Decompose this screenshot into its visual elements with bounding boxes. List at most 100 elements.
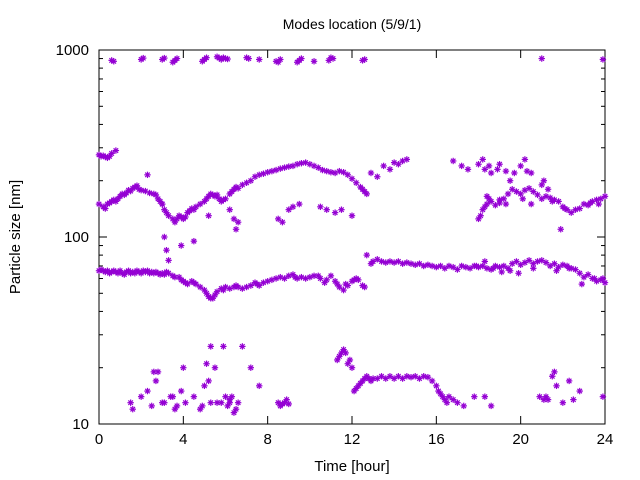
data-point	[496, 196, 503, 204]
data-point	[190, 393, 198, 400]
data-point	[169, 393, 176, 400]
chart-title: Modes location (5/9/1)	[283, 16, 422, 32]
data-point	[374, 173, 381, 180]
data-point	[173, 55, 181, 62]
data-point	[367, 169, 375, 177]
data-point	[534, 191, 541, 199]
data-point	[570, 396, 577, 403]
data-point	[112, 147, 120, 154]
data-point	[399, 260, 406, 267]
data-point	[110, 58, 117, 65]
data-point	[348, 212, 356, 219]
data-point	[199, 402, 206, 410]
data-point	[525, 257, 533, 264]
data-point	[161, 54, 168, 62]
data-point	[327, 169, 335, 176]
data-point	[369, 258, 377, 265]
data-point	[555, 198, 562, 205]
data-point	[127, 399, 134, 406]
data-point	[450, 396, 457, 403]
data-point	[203, 54, 210, 61]
data-point	[178, 387, 185, 395]
data-point	[205, 212, 212, 219]
data-point	[159, 200, 166, 208]
data-point	[317, 203, 324, 211]
data-point	[247, 282, 254, 289]
data-point	[587, 199, 594, 207]
data-point	[281, 275, 288, 282]
data-point	[161, 233, 168, 241]
data-point	[473, 262, 480, 270]
data-point	[289, 203, 297, 211]
data-point	[192, 280, 200, 288]
data-point	[475, 161, 482, 168]
data-point	[171, 273, 179, 281]
data-point	[192, 203, 200, 211]
data-point	[528, 200, 535, 208]
data-point	[213, 288, 221, 295]
y-axis-label: Particle size [nm]	[7, 180, 24, 294]
data-point	[165, 212, 172, 219]
data-point	[361, 283, 368, 291]
data-point	[580, 273, 588, 281]
x-tick-label: 8	[263, 431, 271, 448]
data-point	[578, 280, 586, 288]
data-point	[129, 405, 136, 413]
data-point	[378, 258, 385, 265]
x-tick-label: 16	[428, 431, 445, 448]
data-point	[544, 186, 552, 193]
data-point	[340, 346, 347, 353]
data-point	[338, 206, 345, 213]
data-point	[137, 393, 145, 400]
data-point	[515, 270, 522, 277]
data-point	[298, 55, 305, 62]
data-point	[504, 190, 512, 198]
data-point	[203, 360, 210, 367]
data-point	[549, 198, 556, 205]
data-point	[285, 163, 292, 170]
data-point	[285, 206, 292, 213]
data-point	[403, 373, 411, 380]
data-point	[496, 263, 503, 271]
data-point	[481, 258, 489, 265]
data-point	[243, 283, 250, 291]
data-point	[517, 190, 524, 198]
data-point	[584, 271, 592, 278]
data-point	[323, 276, 330, 284]
data-point	[506, 177, 514, 184]
data-point	[205, 377, 212, 385]
data-point	[557, 226, 564, 233]
data-point	[222, 195, 229, 203]
data-point	[306, 273, 314, 281]
data-point	[553, 267, 560, 274]
data-point	[450, 157, 457, 165]
data-point	[479, 156, 486, 163]
data-point	[485, 195, 493, 203]
data-point	[466, 265, 474, 272]
data-point	[108, 150, 115, 157]
data-point	[568, 209, 575, 216]
data-point	[234, 218, 242, 226]
x-tick-label: 20	[512, 431, 529, 448]
data-point	[481, 166, 489, 173]
data-point	[213, 399, 221, 406]
data-point	[403, 156, 411, 163]
data-point	[572, 266, 579, 273]
data-point	[152, 377, 160, 385]
data-point	[599, 393, 607, 400]
data-point	[521, 156, 529, 163]
data-point	[561, 205, 569, 212]
data-point	[553, 382, 560, 390]
data-point	[207, 343, 214, 350]
data-point	[163, 246, 170, 254]
data-point	[538, 55, 545, 62]
data-point	[209, 295, 217, 302]
data-point	[361, 56, 368, 63]
data-point	[464, 166, 472, 173]
data-point	[256, 171, 263, 179]
data-point	[256, 56, 263, 63]
data-point	[565, 377, 573, 385]
data-point	[180, 364, 187, 371]
data-point	[340, 169, 347, 176]
